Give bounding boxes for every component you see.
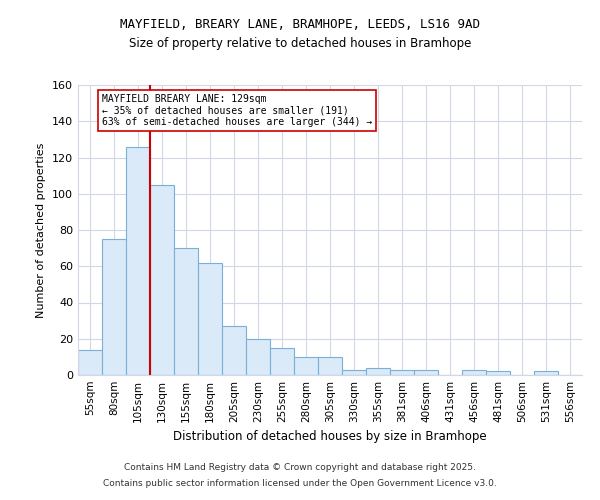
Bar: [174, 248, 198, 375]
Bar: [390, 370, 414, 375]
Bar: [366, 368, 390, 375]
Text: MAYFIELD BREARY LANE: 129sqm
← 35% of detached houses are smaller (191)
63% of s: MAYFIELD BREARY LANE: 129sqm ← 35% of de…: [102, 94, 372, 128]
Y-axis label: Number of detached properties: Number of detached properties: [37, 142, 46, 318]
Bar: [462, 370, 486, 375]
Bar: [246, 339, 270, 375]
Bar: [342, 370, 366, 375]
Bar: [318, 357, 342, 375]
Bar: [294, 357, 318, 375]
Bar: [414, 370, 438, 375]
Text: Contains HM Land Registry data © Crown copyright and database right 2025.: Contains HM Land Registry data © Crown c…: [124, 464, 476, 472]
Bar: [534, 372, 558, 375]
Bar: [270, 348, 294, 375]
Bar: [222, 326, 246, 375]
Bar: [126, 146, 150, 375]
Bar: [150, 184, 174, 375]
Bar: [102, 239, 126, 375]
Text: Size of property relative to detached houses in Bramhope: Size of property relative to detached ho…: [129, 38, 471, 51]
Bar: [78, 350, 102, 375]
Bar: [198, 262, 222, 375]
Bar: [486, 372, 510, 375]
Text: MAYFIELD, BREARY LANE, BRAMHOPE, LEEDS, LS16 9AD: MAYFIELD, BREARY LANE, BRAMHOPE, LEEDS, …: [120, 18, 480, 30]
X-axis label: Distribution of detached houses by size in Bramhope: Distribution of detached houses by size …: [173, 430, 487, 444]
Text: Contains public sector information licensed under the Open Government Licence v3: Contains public sector information licen…: [103, 478, 497, 488]
